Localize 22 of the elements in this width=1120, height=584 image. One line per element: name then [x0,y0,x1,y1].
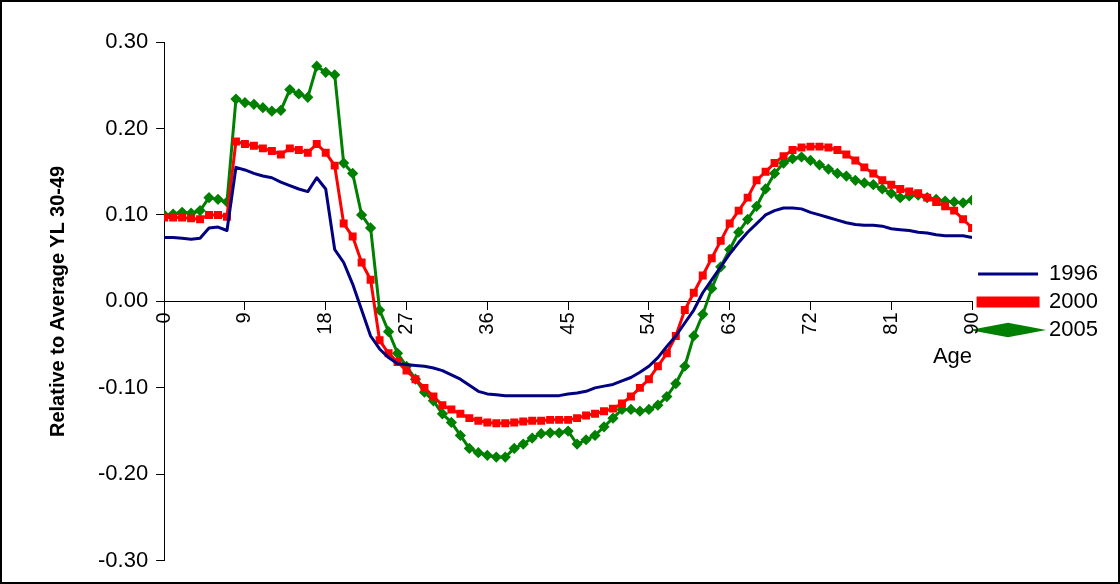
y-tick-label: -0.30 [97,546,149,572]
x-tick-label: 81 [878,312,901,335]
y-tick-label: 0.00 [105,287,149,313]
x-tick-label: 27 [394,312,417,335]
legend-label: 2005 [1049,316,1099,342]
y-tick-label: -0.20 [97,460,149,486]
x-tick-label: 72 [797,312,820,335]
x-tick-label: 45 [555,312,578,335]
x-tick-label: 36 [474,312,497,335]
x-tick-label: 63 [717,312,740,335]
y-tick-label: 0.30 [105,28,149,54]
x-tick-label: 18 [313,312,336,335]
y-tick-label: 0.20 [105,114,149,140]
legend-label: 2000 [1049,288,1099,314]
y-axis-title: Relative to Average YL 30-49 [45,165,68,438]
x-axis-title: Age [932,342,973,368]
x-tick-label: 9 [232,312,255,324]
legend-label: 1996 [1049,260,1099,286]
x-tick-label: 54 [636,312,659,335]
y-tick-label: -0.10 [97,373,149,399]
x-tick-label: 90 [959,312,982,335]
y-tick-label: 0.10 [105,201,149,226]
